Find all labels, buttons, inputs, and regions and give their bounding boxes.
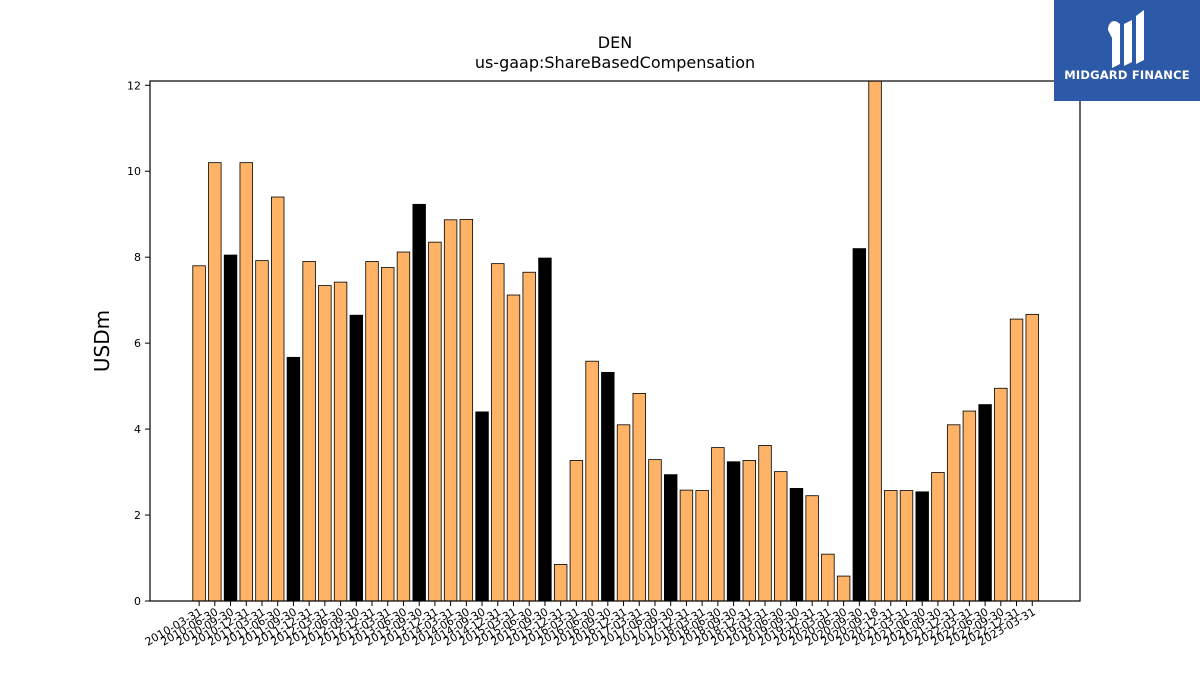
y-tick-label: 0 bbox=[134, 595, 141, 608]
bar-2019-06-30 bbox=[774, 471, 788, 602]
bar-2021-12-31 bbox=[946, 424, 961, 602]
bar-2018-12-31 bbox=[742, 460, 757, 602]
y-tick-label: 12 bbox=[127, 79, 141, 92]
plot-frame bbox=[149, 80, 1081, 602]
bar-2017-06-30 bbox=[648, 459, 662, 602]
bar-2010-09-30 bbox=[223, 254, 238, 602]
x-axis-ticks: 2010-03-312010-06-302010-09-302010-12-31… bbox=[143, 601, 1038, 649]
bar-2020-06-30 bbox=[836, 575, 851, 602]
bar-2018-06-30 bbox=[711, 447, 725, 602]
chart-subtitle: us-gaap:ShareBasedCompensation bbox=[475, 53, 755, 72]
bar-2014-03-31 bbox=[443, 219, 458, 602]
bar-2012-09-30 bbox=[349, 314, 364, 602]
bar-2022-03-31 bbox=[962, 410, 977, 602]
bar-2019-03-31 bbox=[758, 445, 772, 602]
midgard-finance-logo: MIDGARD FINANCE bbox=[1054, 0, 1200, 101]
y-tick-label: 6 bbox=[134, 337, 141, 350]
bar-2018-09-30 bbox=[726, 461, 741, 602]
bar-2015-06-30 bbox=[522, 271, 536, 602]
bar-2013-03-31 bbox=[381, 267, 395, 602]
bar-2013-06-30 bbox=[396, 251, 411, 602]
bar-2022-12-31 bbox=[1009, 318, 1024, 602]
bar-2021-06-30 bbox=[915, 491, 929, 602]
bar-2019-09-30 bbox=[789, 487, 804, 602]
bar-2012-12-31 bbox=[365, 261, 379, 602]
bar-2014-09-30 bbox=[475, 411, 489, 602]
bar-2023-03-31 bbox=[1025, 313, 1039, 602]
bar-2017-12-31 bbox=[679, 489, 694, 602]
bar-2015-03-31 bbox=[506, 294, 521, 602]
bar-2011-06-30 bbox=[270, 196, 285, 602]
bar-2022-09-30 bbox=[994, 387, 1008, 602]
bar-2010-06-30 bbox=[208, 162, 222, 602]
bar-2013-12-31 bbox=[428, 241, 442, 602]
bar-2013-09-30 bbox=[412, 203, 426, 602]
bar-2020-12-31 bbox=[884, 490, 898, 602]
bar-2017-09-30 bbox=[664, 474, 678, 602]
y-tick-label: 2 bbox=[134, 509, 141, 522]
midgard-logo-icon bbox=[1108, 10, 1144, 68]
bar-2020-09-30 bbox=[852, 248, 867, 602]
bar-2016-12-31 bbox=[616, 424, 631, 602]
bar-2017-03-31 bbox=[632, 393, 646, 602]
bars-group bbox=[192, 80, 1039, 602]
bar-2014-06-30 bbox=[459, 218, 474, 602]
bar-2016-03-31 bbox=[569, 460, 584, 602]
bar-2018-03-31 bbox=[695, 490, 709, 602]
bar-2020-09-18 bbox=[868, 80, 882, 602]
bar-2016-06-30 bbox=[585, 360, 599, 602]
chart-title: DEN bbox=[598, 33, 632, 52]
bar-2019-12-31 bbox=[805, 495, 819, 602]
bar-2011-09-30 bbox=[286, 356, 301, 602]
bar-2020-03-31 bbox=[821, 553, 835, 602]
bar-2012-06-30 bbox=[333, 281, 348, 602]
logo-text: MIDGARD FINANCE bbox=[1064, 68, 1190, 82]
bar-2011-12-31 bbox=[302, 261, 316, 602]
y-tick-label: 8 bbox=[134, 251, 141, 264]
bar-2021-03-31 bbox=[899, 490, 914, 602]
bar-2015-09-30 bbox=[538, 257, 552, 602]
bar-2010-12-31 bbox=[239, 162, 253, 602]
bar-2010-03-31 bbox=[192, 265, 206, 602]
y-axis-ticks: 0 2 4 6 8 10 12 bbox=[127, 79, 150, 608]
y-axis-label: USDm bbox=[90, 310, 114, 372]
bar-2022-06-30 bbox=[978, 404, 992, 602]
bar-2014-12-31 bbox=[491, 263, 505, 602]
y-tick-label: 4 bbox=[134, 423, 141, 436]
bar-2015-12-31 bbox=[553, 564, 568, 602]
bar-2016-09-30 bbox=[601, 371, 615, 602]
bar-2012-03-31 bbox=[318, 285, 332, 602]
y-tick-label: 10 bbox=[127, 165, 141, 178]
bar-2011-03-31 bbox=[255, 260, 269, 602]
bar-2021-09-30 bbox=[931, 472, 945, 602]
